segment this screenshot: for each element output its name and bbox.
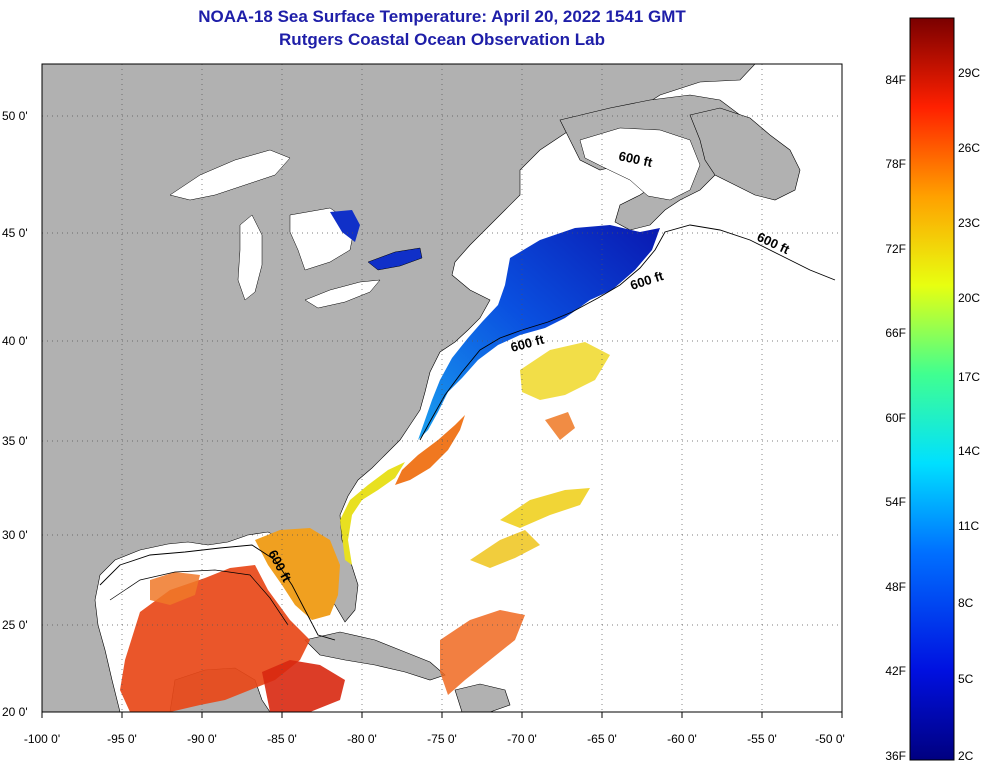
land-north-america: [42, 64, 756, 712]
lon-tick-label: -100 0': [24, 732, 60, 746]
sst-cold-shelf: [418, 225, 660, 440]
colorbar-celsius-label: 17C: [958, 370, 980, 384]
colorbar-fahrenheit-label: 36F: [885, 749, 906, 763]
sst-orange-north: [545, 412, 575, 440]
land-cuba: [304, 631, 446, 681]
colorbar-fahrenheit-label: 66F: [885, 326, 906, 340]
land-newfoundland: [689, 107, 801, 201]
lat-tick-label: 25 0': [2, 618, 28, 632]
sst-warm-gulfstream: [395, 415, 465, 485]
colorbar-celsius-label: 23C: [958, 216, 980, 230]
lon-tick-label: -80 0': [347, 732, 377, 746]
lat-tick-label: 30 0': [2, 528, 28, 542]
lon-tick-label: -50 0': [815, 732, 845, 746]
sst-yellow-north: [520, 342, 610, 400]
colorbar-celsius-label: 5C: [958, 672, 974, 686]
lat-tick-label: 35 0': [2, 434, 28, 448]
colorbar-fahrenheit-label: 72F: [885, 242, 906, 256]
isobath-600ft-gulf-inner: [109, 569, 289, 626]
lon-tick-label: -90 0': [187, 732, 217, 746]
lon-tick-label: -60 0': [667, 732, 697, 746]
lon-tick-label: -75 0': [427, 732, 457, 746]
lon-ticks: [41, 712, 843, 718]
lon-tick-label: -95 0': [107, 732, 137, 746]
lon-tick-label: -65 0': [587, 732, 617, 746]
lake-ontario: [367, 247, 423, 271]
lat-tick-label: 45 0': [2, 226, 28, 240]
colorbar-celsius-label: 14C: [958, 444, 980, 458]
colorbar-celsius-label: 20C: [958, 291, 980, 305]
contour-label: 600 ft: [617, 148, 654, 170]
sst-yellow-offshore: [500, 488, 590, 528]
lat-tick-label: 40 0': [2, 334, 28, 348]
lake-superior: [169, 149, 291, 201]
colorbar-celsius-label: 2C: [958, 749, 974, 763]
lake-michigan: [237, 214, 263, 301]
lon-tick-label: -85 0': [267, 732, 297, 746]
lon-tick-label: -70 0': [507, 732, 537, 746]
gulf-st-lawrence: [579, 127, 701, 201]
colorbar-fahrenheit-label: 78F: [885, 157, 906, 171]
colorbar-fahrenheit-label: 48F: [885, 580, 906, 594]
sst-orange-bahamas: [440, 610, 525, 695]
map-subtitle: Rutgers Coastal Ocean Observation Lab: [279, 30, 605, 49]
colorbar-fahrenheit-label: 42F: [885, 664, 906, 678]
lat-tick-label: 50 0': [2, 109, 28, 123]
lake-huron-sst: [330, 210, 360, 242]
sst-gulf-mexico-west: [150, 572, 200, 605]
graticule: [42, 64, 842, 712]
colorbar-celsius-label: 26C: [958, 141, 980, 155]
lat-tick-label: 20 0': [2, 705, 28, 719]
colorbar-fahrenheit-label: 84F: [885, 73, 906, 87]
colorbar: [909, 17, 955, 761]
colorbar-fahrenheit-label: 54F: [885, 495, 906, 509]
colorbar-celsius-label: 29C: [958, 66, 980, 80]
sst-yellow-offshore-2: [470, 530, 540, 568]
lake-erie: [304, 279, 381, 309]
land-hispaniola: [454, 683, 511, 712]
map-title: NOAA-18 Sea Surface Temperature: April 2…: [198, 7, 686, 26]
sst-caribbean: [262, 660, 345, 712]
lon-tick-label: -55 0': [747, 732, 777, 746]
colorbar-celsius-label: 8C: [958, 596, 974, 610]
sst-yellow-coastal: [340, 462, 405, 565]
colorbar-celsius-label: 11C: [958, 519, 979, 533]
sst-gulf-florida: [255, 528, 340, 620]
colorbar-fahrenheit-label: 60F: [885, 411, 906, 425]
isobath-600ft-gulf: [99, 544, 336, 641]
isobath-600ft: [419, 224, 836, 441]
